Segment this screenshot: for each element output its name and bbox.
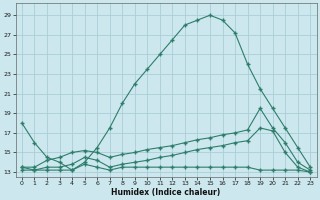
X-axis label: Humidex (Indice chaleur): Humidex (Indice chaleur) — [111, 188, 221, 197]
